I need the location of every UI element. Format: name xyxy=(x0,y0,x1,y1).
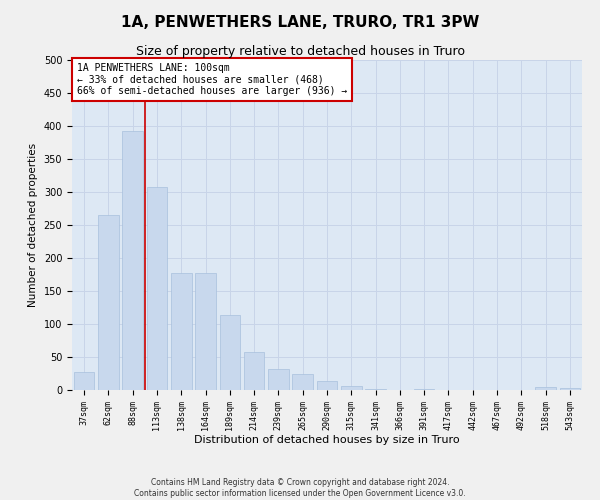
Bar xyxy=(317,382,337,390)
Bar xyxy=(74,372,94,390)
Bar xyxy=(268,369,289,390)
Text: 1A, PENWETHERS LANE, TRURO, TR1 3PW: 1A, PENWETHERS LANE, TRURO, TR1 3PW xyxy=(121,15,479,30)
Bar xyxy=(171,272,191,390)
Bar xyxy=(195,272,216,390)
Bar xyxy=(98,215,119,390)
Bar xyxy=(220,316,240,390)
Bar xyxy=(122,130,143,390)
Bar xyxy=(146,186,167,390)
Y-axis label: Number of detached properties: Number of detached properties xyxy=(28,143,38,307)
Bar xyxy=(244,352,265,390)
Text: Contains HM Land Registry data © Crown copyright and database right 2024.
Contai: Contains HM Land Registry data © Crown c… xyxy=(134,478,466,498)
Bar xyxy=(535,386,556,390)
Bar xyxy=(292,374,313,390)
Text: 1A PENWETHERS LANE: 100sqm
← 33% of detached houses are smaller (468)
66% of sem: 1A PENWETHERS LANE: 100sqm ← 33% of deta… xyxy=(77,64,347,96)
X-axis label: Distribution of detached houses by size in Truro: Distribution of detached houses by size … xyxy=(194,436,460,446)
Bar xyxy=(341,386,362,390)
Bar xyxy=(560,388,580,390)
Bar xyxy=(365,388,386,390)
Text: Size of property relative to detached houses in Truro: Size of property relative to detached ho… xyxy=(136,45,464,58)
